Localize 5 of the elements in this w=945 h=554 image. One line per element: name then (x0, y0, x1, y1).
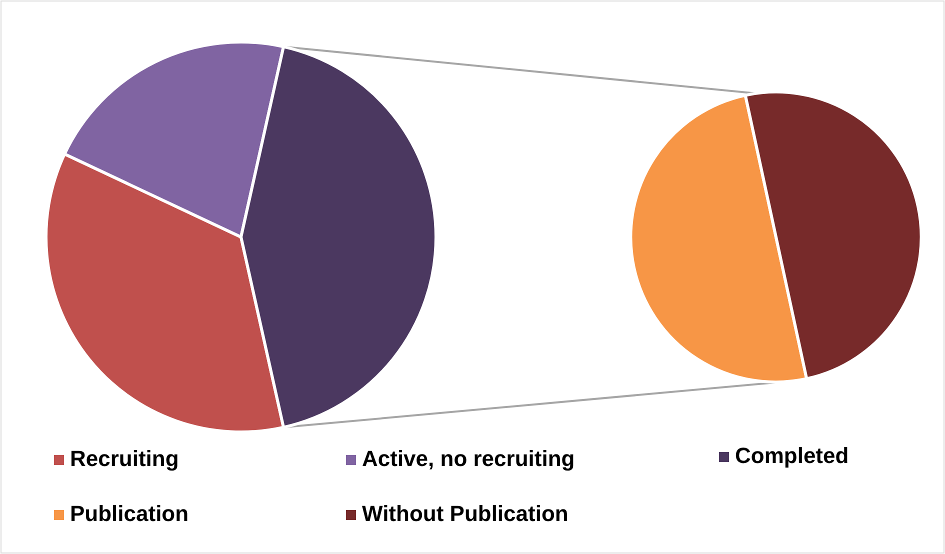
legend-label: Without Publication (362, 501, 568, 526)
legend-label: Publication (70, 501, 189, 526)
legend-label: Completed (735, 443, 849, 468)
legend-label: Recruiting (70, 446, 179, 471)
legend-label: Active, no recruiting (362, 446, 575, 471)
